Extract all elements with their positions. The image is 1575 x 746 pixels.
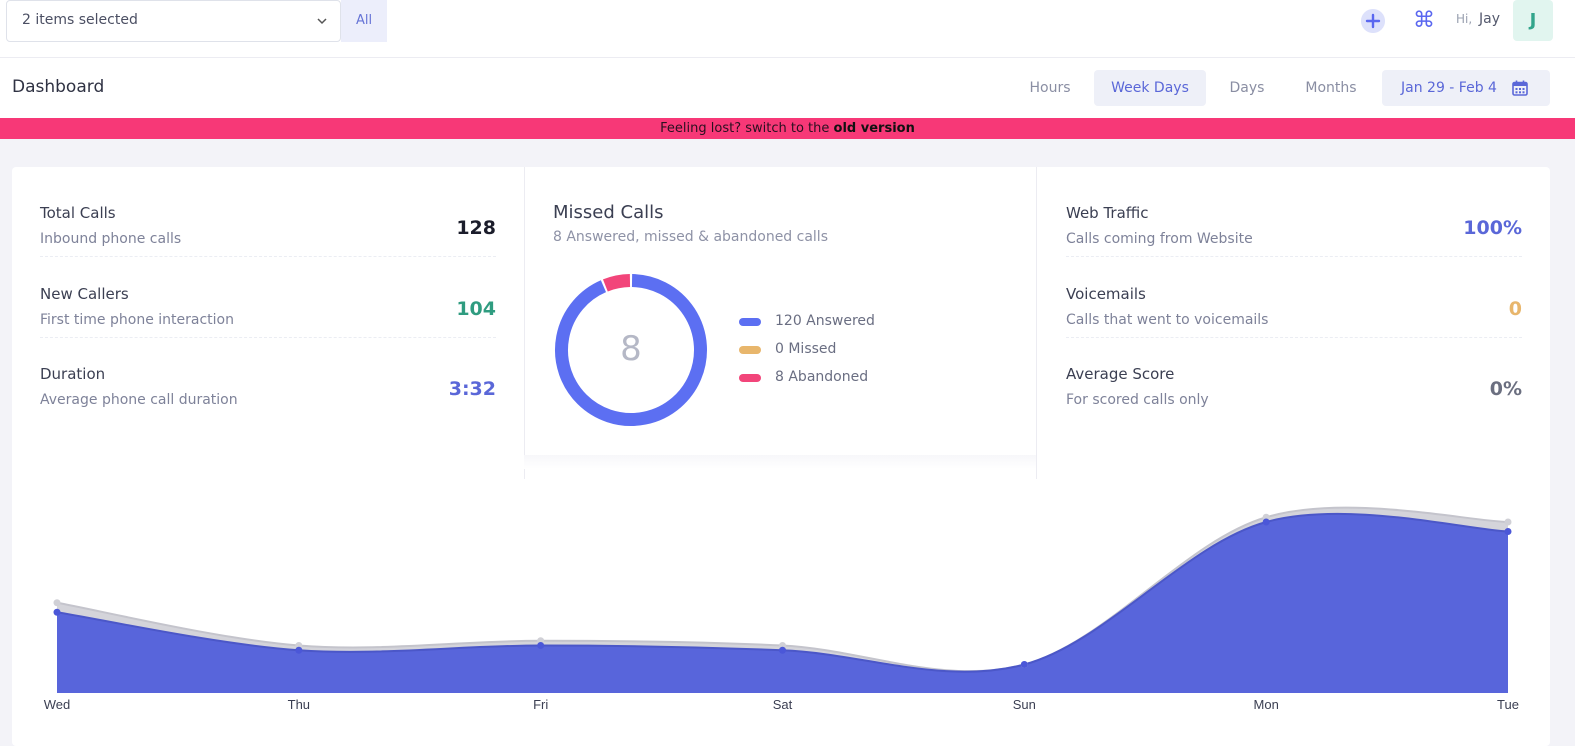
stat-value: 3:32 bbox=[448, 378, 496, 400]
greeting-text: Hi, bbox=[1456, 12, 1473, 26]
stat-desc: Average phone call duration bbox=[40, 392, 238, 408]
stat-value: 128 bbox=[456, 217, 496, 239]
x-tick-label: Sun bbox=[1013, 697, 1036, 712]
x-tick-label: Sat bbox=[773, 697, 793, 712]
donut-slice-0 bbox=[555, 274, 707, 426]
data-point[interactable] bbox=[779, 646, 786, 654]
stat-value: 0% bbox=[1489, 378, 1522, 400]
legend-label: 120 Answered bbox=[775, 313, 875, 329]
legend-swatch bbox=[739, 346, 761, 354]
stat-divider bbox=[1066, 256, 1522, 257]
column-divider bbox=[1036, 167, 1037, 479]
stat-name: Average Score bbox=[1066, 365, 1175, 383]
date-range-label: Jan 29 - Feb 4 bbox=[1401, 80, 1497, 96]
stat-name: Voicemails bbox=[1066, 285, 1146, 303]
stat-name: Web Traffic bbox=[1066, 204, 1149, 222]
missed-calls-donut bbox=[555, 274, 707, 426]
avatar[interactable]: J bbox=[1513, 0, 1553, 41]
stat-desc: First time phone interaction bbox=[40, 312, 234, 328]
stat-web-traffic: Web Traffic Calls coming from Website 10… bbox=[1066, 177, 1522, 257]
items-selector[interactable]: 2 items selected bbox=[6, 0, 341, 42]
stat-value: 104 bbox=[456, 298, 496, 320]
column-divider bbox=[524, 167, 525, 479]
legend-swatch bbox=[739, 318, 761, 326]
legend-swatch bbox=[739, 374, 761, 382]
plus-icon[interactable] bbox=[1361, 9, 1385, 33]
stat-desc: For scored calls only bbox=[1066, 392, 1209, 408]
old-version-link[interactable]: old version bbox=[833, 121, 915, 136]
date-range-button[interactable]: Jan 29 - Feb 4 bbox=[1382, 70, 1550, 106]
donut-slice-2 bbox=[602, 274, 631, 292]
stat-name: Total Calls bbox=[40, 204, 116, 222]
data-point[interactable] bbox=[1020, 661, 1028, 668]
stat-average-score: Average Score For scored calls only 0% bbox=[1066, 338, 1522, 418]
area-series-0 bbox=[57, 513, 1508, 693]
missed-calls-shadow bbox=[524, 455, 1036, 469]
x-tick-label: Mon bbox=[1254, 697, 1279, 712]
legend-label: 0 Missed bbox=[775, 341, 837, 357]
page-title: Dashboard bbox=[12, 77, 105, 97]
data-point[interactable] bbox=[537, 642, 545, 649]
old-version-banner: Feeling lost? switch to the old version bbox=[0, 118, 1575, 139]
top-bar: 2 items selected All ⌘ Hi, Jay J bbox=[0, 0, 1575, 58]
tab-week-days[interactable]: Week Days bbox=[1094, 70, 1206, 106]
sub-header: Dashboard Hours Week Days Days Months Ja… bbox=[0, 58, 1575, 118]
stat-voicemails: Voicemails Calls that went to voicemails… bbox=[1066, 258, 1522, 338]
calendar-icon bbox=[1512, 80, 1528, 96]
data-point[interactable] bbox=[1262, 518, 1270, 526]
banner-text: Feeling lost? switch to the bbox=[660, 121, 834, 136]
items-selector-value: 2 items selected bbox=[22, 12, 138, 28]
data-point[interactable] bbox=[53, 608, 61, 616]
stat-name: Duration bbox=[40, 365, 106, 383]
missed-calls-title: Missed Calls bbox=[553, 202, 664, 223]
stat-desc: Calls coming from Website bbox=[1066, 231, 1253, 247]
command-icon[interactable]: ⌘ bbox=[1413, 8, 1435, 33]
legend-label: 8 Abandoned bbox=[775, 369, 869, 385]
stat-divider bbox=[40, 337, 496, 338]
all-button[interactable]: All bbox=[341, 0, 387, 42]
calls-area-chart: Wed Thu Fri Sat Sun Mon Tue bbox=[44, 506, 1519, 712]
data-point[interactable] bbox=[1504, 518, 1512, 526]
stat-value: 100% bbox=[1463, 217, 1522, 239]
tab-hours[interactable]: Hours bbox=[1029, 80, 1071, 96]
stat-duration: Duration Average phone call duration 3:3… bbox=[40, 338, 496, 418]
stat-total-calls: Total Calls Inbound phone calls 128 bbox=[40, 177, 496, 257]
x-tick-label: Thu bbox=[288, 697, 310, 712]
x-tick-label: Fri bbox=[533, 697, 548, 712]
stat-divider bbox=[1066, 337, 1522, 338]
x-tick-label: Wed bbox=[44, 697, 71, 712]
missed-calls-subtitle: 8 Answered, missed & abandoned calls bbox=[553, 229, 828, 245]
chevron-down-icon bbox=[317, 18, 327, 25]
donut-center-value: 8 bbox=[620, 329, 642, 369]
tab-months[interactable]: Months bbox=[1305, 80, 1357, 96]
stat-divider bbox=[40, 256, 496, 257]
user-name[interactable]: Jay bbox=[1479, 11, 1500, 27]
data-point[interactable] bbox=[295, 646, 303, 654]
stat-desc: Calls that went to voicemails bbox=[1066, 312, 1269, 328]
tab-days[interactable]: Days bbox=[1229, 80, 1265, 96]
data-point[interactable] bbox=[1504, 528, 1512, 535]
stat-new-callers: New Callers First time phone interaction… bbox=[40, 258, 496, 338]
data-point[interactable] bbox=[53, 599, 61, 607]
x-tick-label: Tue bbox=[1497, 697, 1519, 712]
stat-name: New Callers bbox=[40, 285, 129, 303]
stat-value: 0 bbox=[1508, 298, 1522, 320]
stat-desc: Inbound phone calls bbox=[40, 231, 182, 247]
